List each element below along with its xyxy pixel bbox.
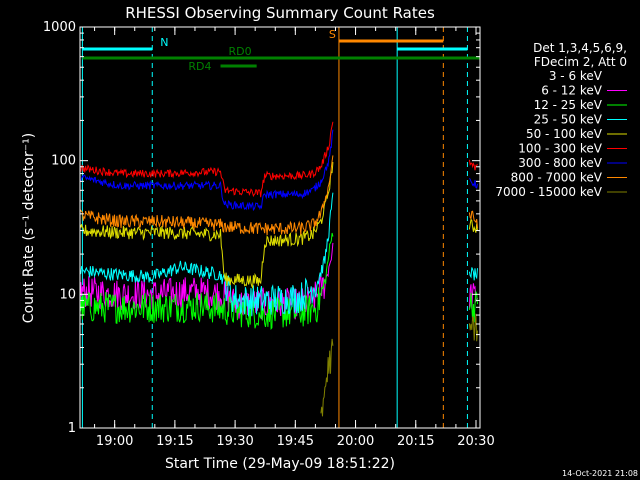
series-line-7-after <box>468 210 478 229</box>
y-tick-label: 100 <box>51 154 76 169</box>
series-line-8-after <box>468 313 478 342</box>
x-tick-label: 19:30 <box>216 434 253 449</box>
y-axis-label: Count Rate (s⁻¹ detector⁻¹) <box>21 133 37 323</box>
legend-label: 7000 - 15000 keV <box>495 185 602 199</box>
legend-label: 100 - 300 keV <box>518 142 602 156</box>
flag-label-rd0: RD0 <box>229 45 252 58</box>
legend-label: 12 - 25 keV <box>534 98 603 112</box>
series-line-5-before <box>79 121 334 198</box>
legend-label: 300 - 800 keV <box>518 156 602 170</box>
flag-label-n: N <box>160 36 168 49</box>
y-tick-label: 1000 <box>43 20 76 35</box>
x-tick-label: 20:15 <box>397 434 434 449</box>
x-tick-label: 20:30 <box>457 434 494 449</box>
plot-frame <box>79 26 481 429</box>
series-line-2-after <box>468 290 478 323</box>
x-axis-label: Start Time (29-May-09 18:51:22) <box>165 456 395 472</box>
series-line-8-before <box>320 338 334 417</box>
chart-title: RHESSI Observing Summary Count Rates <box>125 4 435 22</box>
series-line-6-after <box>469 177 478 189</box>
x-tick-label: 19:45 <box>277 434 314 449</box>
series-line-3-after <box>468 267 478 281</box>
legend-label: 6 - 12 keV <box>541 84 603 98</box>
series-line-4-after <box>468 218 478 233</box>
legend-label: 3 - 6 keV <box>549 69 603 83</box>
x-tick-label: 19:15 <box>156 434 193 449</box>
x-tick-label: 19:00 <box>96 434 133 449</box>
legend: Det 1,3,4,5,6,9, FDecim 2, Att 0 3 - 6 k… <box>495 41 627 199</box>
y-tick-label: 1 <box>68 421 76 436</box>
legend-label: 25 - 50 keV <box>534 113 603 127</box>
legend-label: 50 - 100 keV <box>526 127 603 141</box>
y-tick-label: 10 <box>59 287 76 302</box>
legend-label: 800 - 7000 keV <box>511 171 603 185</box>
flag-label-rd4: RD4 <box>188 60 211 73</box>
series-line-5-after <box>468 159 478 171</box>
series-line-6-before <box>79 129 334 212</box>
flag-label-s: S <box>329 28 336 41</box>
x-tick-label: 20:00 <box>337 434 374 449</box>
series-line-4-before <box>79 162 334 290</box>
legend-header-line-1: Det 1,3,4,5,6,9, <box>533 41 627 55</box>
series-line-3-before <box>79 192 334 317</box>
legend-header-line-2: FDecim 2, Att 0 <box>534 55 627 69</box>
series-line-7-before <box>79 155 334 235</box>
series-line-2-before <box>79 232 334 330</box>
timestamp: 14-Oct-2021 21:08 <box>562 469 638 478</box>
